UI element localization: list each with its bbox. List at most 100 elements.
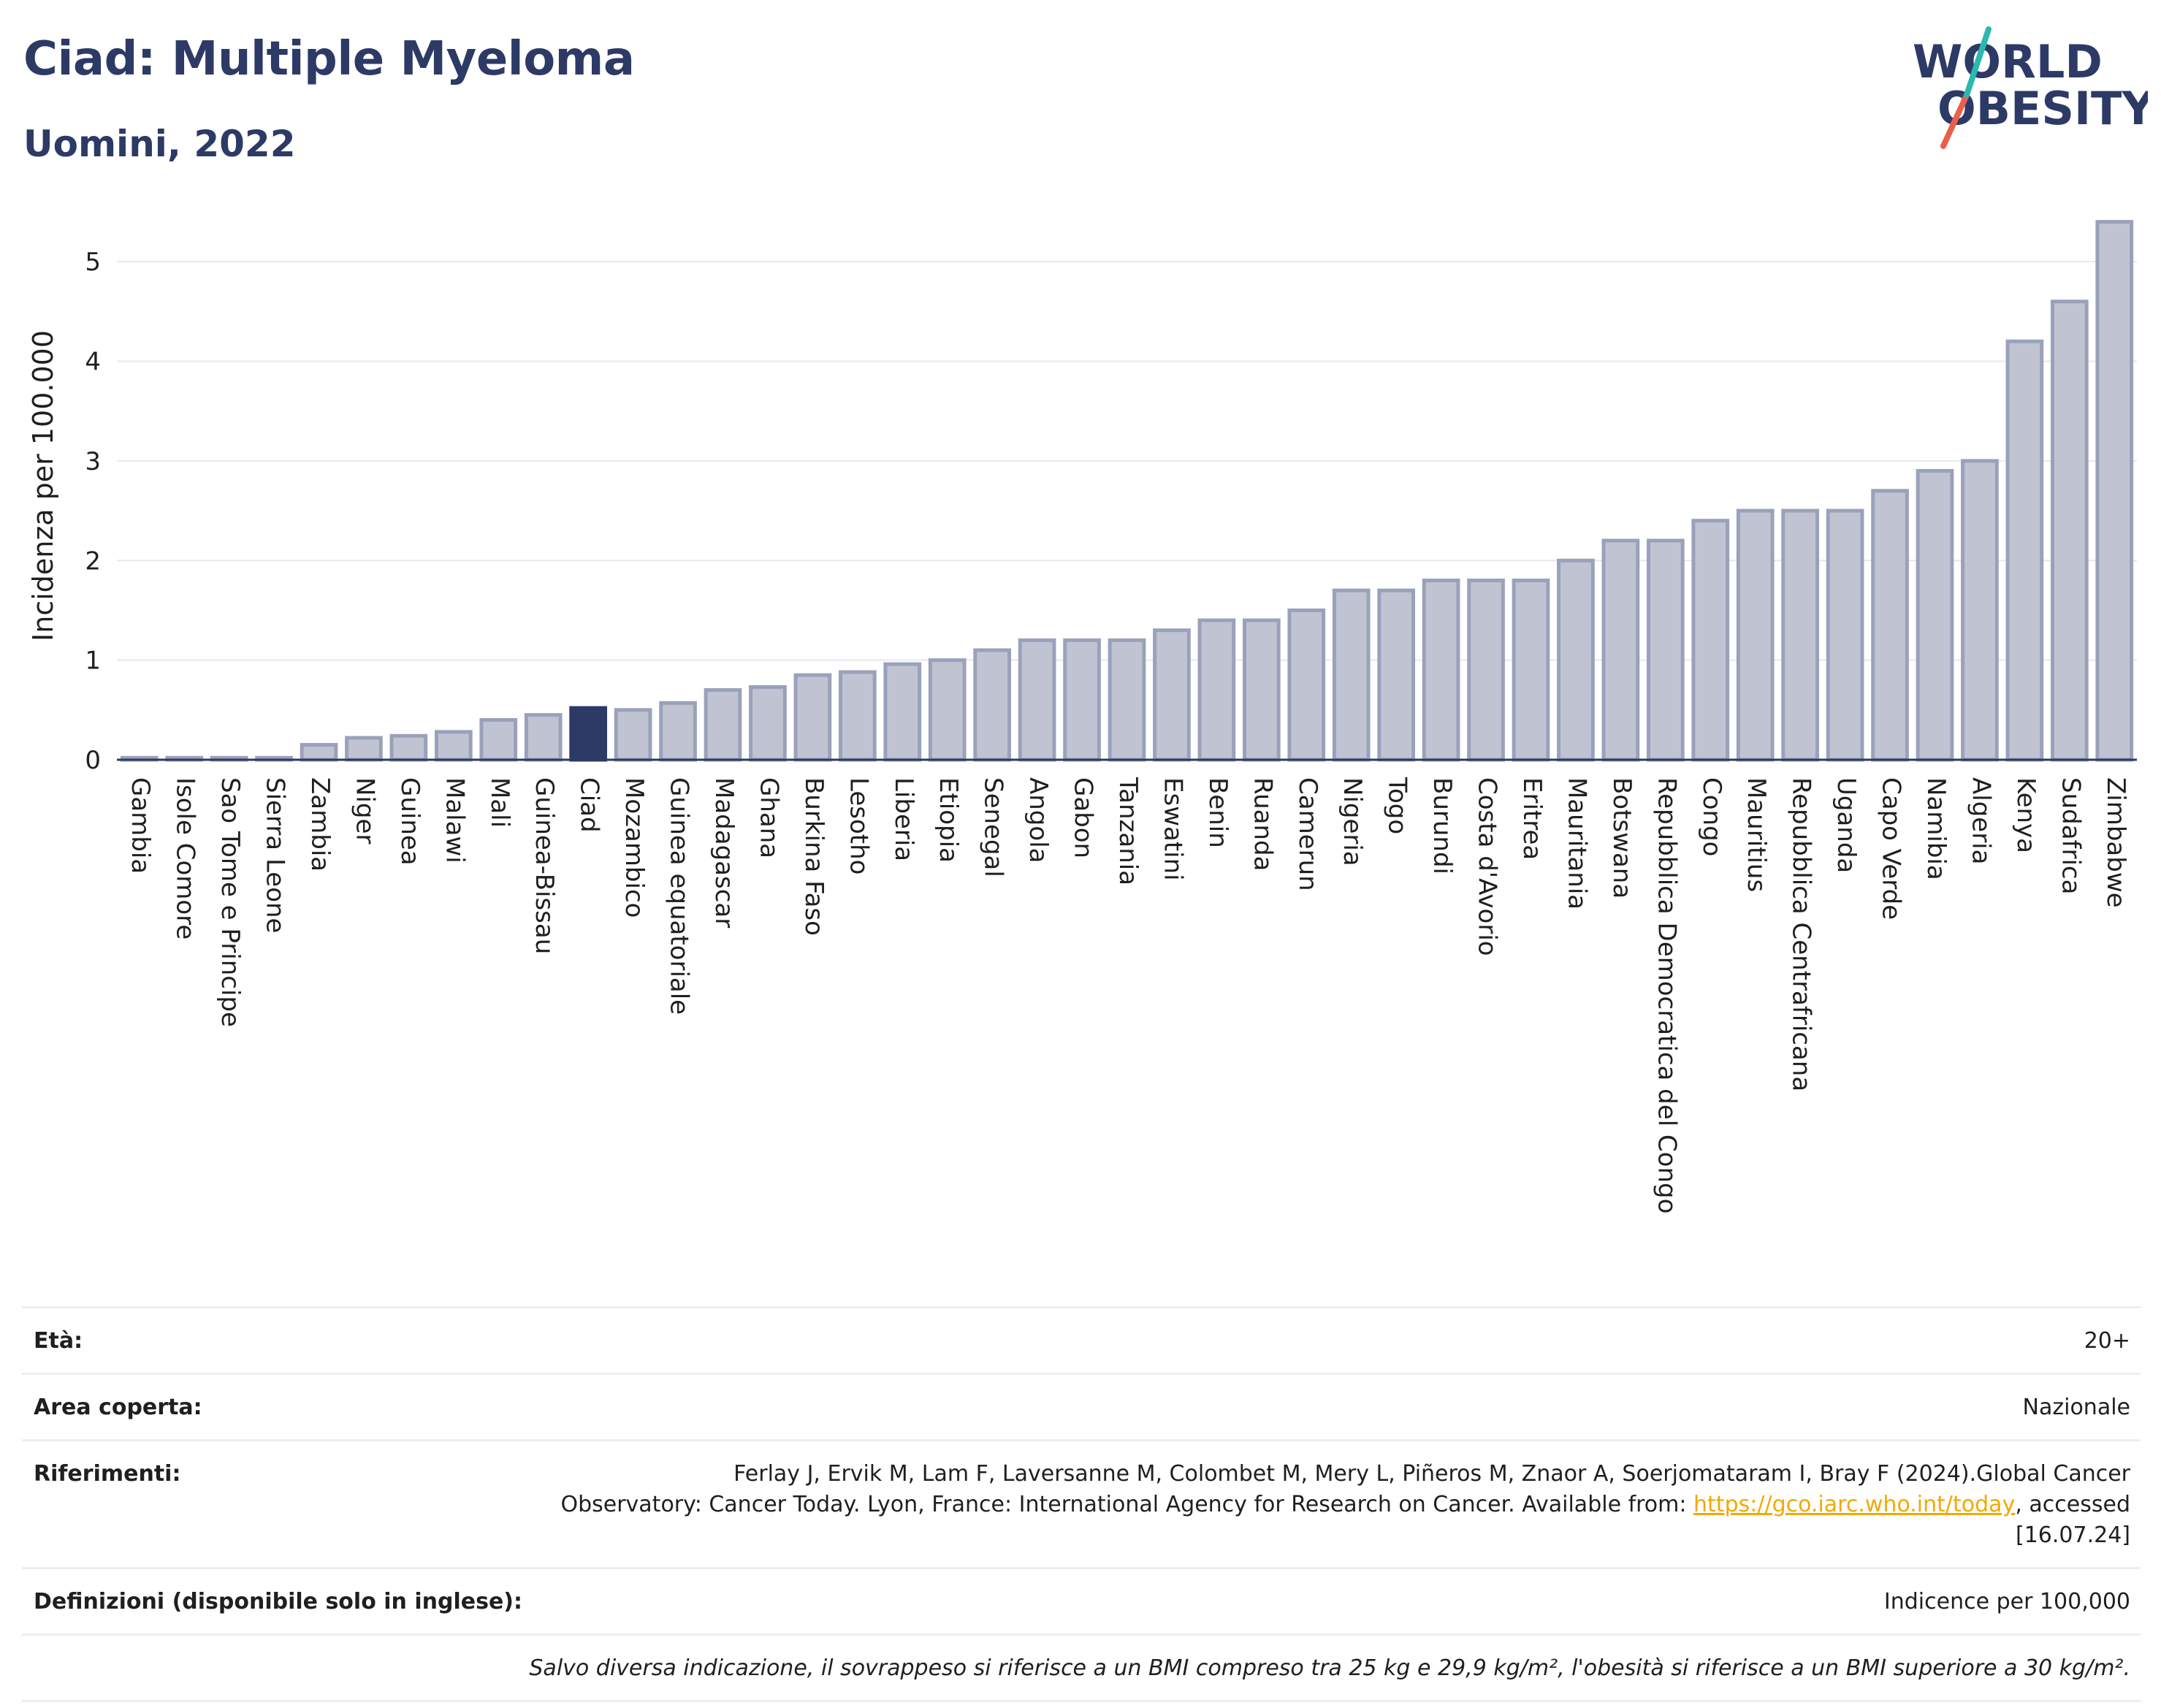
x-tick-label: Mauritania [1562, 777, 1591, 910]
bar [1557, 558, 1595, 762]
bar [345, 736, 383, 762]
logo-slash-teal [1964, 26, 1992, 98]
bmi-note: Salvo diversa indicazione, il sovrappeso… [529, 1655, 2130, 1681]
riferimenti-label: Riferimenti: [34, 1461, 181, 1487]
x-tick-label: Burundi [1428, 777, 1457, 874]
bar [1601, 538, 1640, 762]
gco-link[interactable]: https://gco.iarc.who.int/today [1693, 1492, 2016, 1517]
x-tick-label: Gabon [1069, 777, 1098, 858]
y-tick-label: 0 [85, 746, 101, 775]
x-tick-label: Sao Tome e Principe [216, 777, 245, 1027]
x-tick-label: Guinea-Bissau [530, 777, 559, 954]
info-row-area: Area coperta: Nazionale [22, 1373, 2141, 1439]
bar [793, 673, 832, 762]
y-tick-label: 4 [85, 348, 101, 377]
x-tick-label: Gambia [126, 777, 155, 874]
bar [524, 713, 563, 762]
bar [973, 648, 1012, 762]
x-tick-labels: Gambia Isole Comore Sao Tome e Principe Sie… [126, 777, 2130, 1213]
eta-value: 20+ [2084, 1328, 2130, 1354]
x-tick-label: Sierra Leone [261, 777, 290, 933]
x-tick-label: Costa d'Avorio [1473, 777, 1502, 956]
bar [479, 717, 518, 762]
bar [434, 730, 473, 762]
logo-line2: OBESITY [1937, 82, 2148, 135]
definizioni-label: Definizioni (disponibile solo in inglese… [34, 1589, 522, 1614]
bar-chart: 0 1 2 3 4 5 Gambia Isole Comore Sao Tome e Prin… [27, 220, 2137, 1213]
page-subtitle: Uomini, 2022 [23, 123, 296, 165]
y-tick-label: 1 [85, 647, 101, 676]
bar [928, 658, 967, 762]
x-tick-label: Ciad [575, 777, 604, 833]
eta-label: Età: [34, 1328, 83, 1354]
bar [1018, 638, 1056, 762]
info-row-note: Salvo diversa indicazione, il sovrappeso… [22, 1633, 2141, 1702]
y-axis-title: Incidenza per 100.000 [27, 330, 59, 641]
bar [1377, 588, 1416, 762]
x-tick-label: Isole Comore [171, 777, 200, 939]
bar [2005, 339, 2044, 762]
x-tick-label: Madagascar [709, 777, 739, 928]
x-tick-label: Mali [485, 777, 514, 828]
x-tick-label: Capo Verde [1877, 777, 1906, 920]
bars [120, 220, 2134, 762]
x-tick-label: Mozambico [620, 777, 649, 918]
bar [1646, 538, 1685, 762]
bar [838, 670, 877, 762]
x-tick-label: Tanzania [1113, 777, 1143, 885]
riferimenti-text-3: , accessed [16.07.24] [2015, 1492, 2130, 1548]
bar [1063, 638, 1101, 762]
x-tick-label: Mauritius [1742, 777, 1771, 892]
x-tick-label: Zimbabwe [2101, 777, 2130, 908]
page-title: Ciad: Multiple Myeloma [23, 32, 635, 86]
logo-slash-red [1940, 92, 1970, 149]
bar [1736, 508, 1775, 762]
x-tick-label: Algeria [1966, 777, 1995, 864]
bar [1826, 508, 1864, 762]
bar [1242, 618, 1281, 762]
bar-highlight [569, 706, 608, 762]
x-tick-label: Ruanda [1248, 777, 1277, 871]
logo-line1: WORLD [1913, 35, 2103, 88]
x-tick-label: Sudafrica [2056, 777, 2085, 894]
x-tick-label: Uganda [1832, 777, 1861, 873]
x-tick-label: Namibia [1921, 777, 1951, 880]
bar [614, 708, 652, 762]
bar [300, 743, 338, 762]
info-row-definizioni: Definizioni (disponibile solo in inglese… [22, 1567, 2141, 1633]
bar [1961, 459, 1999, 762]
bar [2095, 220, 2134, 762]
bar [1332, 588, 1371, 762]
bar [1287, 608, 1326, 762]
riferimenti-text-1: Ferlay J, Ervik M, Lam F, Laversanne M, … [733, 1461, 2130, 1487]
bar [1781, 508, 1820, 762]
bar [1467, 579, 1505, 762]
x-tick-label: Togo [1383, 777, 1412, 834]
bar [1871, 489, 1909, 762]
x-tick-label: Repubblica Centrafricana [1787, 777, 1816, 1091]
x-tick-label: Senegal [979, 777, 1008, 877]
bar [704, 688, 742, 762]
y-tick-labels: 0 1 2 3 4 5 [85, 248, 101, 775]
bar [1108, 638, 1146, 762]
bar [389, 733, 428, 762]
x-tick-label: Angola [1024, 777, 1053, 863]
x-tick-label: Eritrea [1517, 777, 1547, 860]
bar [749, 685, 787, 762]
x-tick-label: Niger [350, 777, 379, 844]
bar [1422, 579, 1460, 762]
bar [883, 662, 922, 762]
area-value: Nazionale [2022, 1395, 2130, 1420]
x-tick-label: Eswatini [1158, 777, 1187, 881]
bar [1916, 469, 1954, 762]
bar [1153, 628, 1191, 762]
x-tick-label: Liberia [889, 777, 918, 861]
x-tick-label: Botswana [1607, 777, 1636, 899]
x-tick-label: Burkina Faso [799, 777, 828, 936]
bar [1512, 579, 1550, 762]
x-tick-label: Etiopia [934, 777, 963, 863]
world-obesity-logo: WORLD OBESITY [1913, 26, 2148, 149]
y-tick-label: 3 [85, 447, 101, 476]
info-table: Età: 20+ Area coperta: Nazionale Riferim… [22, 1306, 2141, 1702]
x-tick-label: Kenya [2011, 777, 2040, 853]
